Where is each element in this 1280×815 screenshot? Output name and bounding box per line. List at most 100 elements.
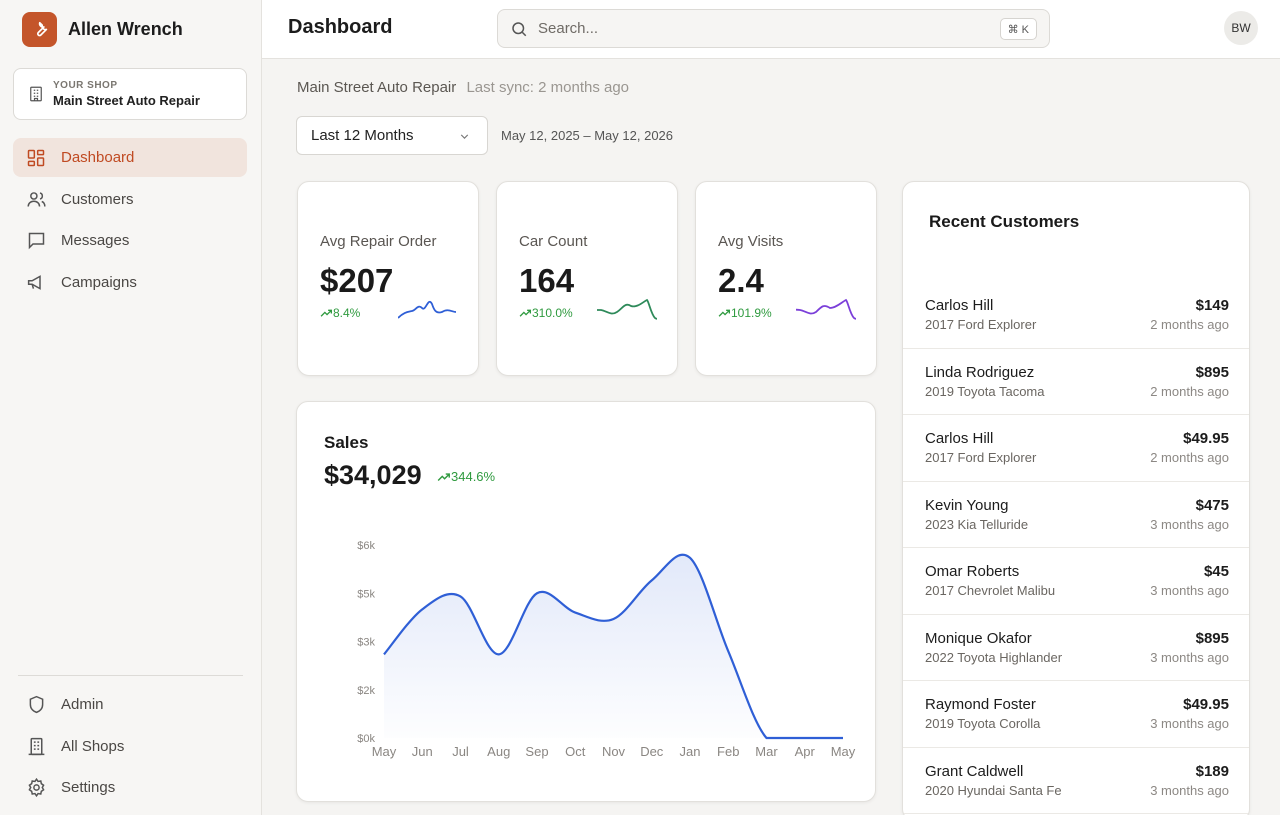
customer-vehicle: 2017 Ford Explorer [925,317,1037,332]
list-item[interactable]: Grant Caldwell 2020 Hyundai Santa Fe $189 3… [903,748,1249,814]
sales-delta: 344.6% [437,469,495,484]
users-icon [25,188,47,210]
nav-label: Customers [61,190,134,208]
sales-chart: $0k $2k $3k $5k $6k May Jun Jul Aug Sep Oct Nov Dec J… [357,540,856,759]
x-tick-label: Mar [755,744,778,759]
y-tick-label: $6k [357,540,375,552]
trend-up-icon [519,309,532,317]
brand[interactable]: Allen Wrench [22,12,183,47]
nav-item-messages[interactable]: Messages [13,221,247,260]
y-tick-label: $5k [357,588,375,600]
shop-label: YOUR SHOP [53,80,118,91]
shop-title: Main Street Auto Repair [297,79,457,96]
nav-item-campaigns[interactable]: Campaigns [13,263,247,302]
nav-item-settings[interactable]: Settings [13,768,247,807]
customer-time: 2 months ago [1150,450,1229,465]
building-icon [30,86,42,102]
sales-total: $34,029 [324,460,422,490]
customer-vehicle: 2017 Chevrolet Malibu [925,583,1056,598]
x-tick-label: May [831,744,856,759]
top-header: Dashboard ⌘ K BW [262,0,1280,59]
customer-vehicle: 2023 Kia Telluride [925,516,1029,532]
page-title: Dashboard [288,16,393,38]
shop-switcher[interactable]: YOUR SHOP Main Street Auto Repair [13,68,247,120]
nav-item-all-shops[interactable]: All Shops [13,727,247,766]
customer-time: 3 months ago [1150,716,1229,731]
x-tick-label: May [372,744,397,759]
list-item[interactable]: Omar Roberts 2017 Chevrolet Malibu $45 3 mo… [903,548,1249,615]
list-item[interactable]: Linda Rodriguez 2019 Toyota Tacoma $895 2 m… [903,349,1249,415]
nav-divider [18,675,243,676]
stat-delta: 101.9% [718,306,772,320]
customer-name: Carlos Hill [925,297,994,314]
nav-label: Dashboard [61,149,135,166]
megaphone-icon [25,271,47,293]
search-bar[interactable]: ⌘ K [497,9,1050,48]
customer-amount: $895 [1195,629,1229,647]
nav-label: Admin [61,696,104,713]
customer-name: Omar Roberts [925,563,1020,580]
customer-name: Monique Okafor [925,629,1032,647]
customer-amount: $895 [1195,363,1229,381]
nav-label: All Shops [61,737,125,755]
stat-delta: 8.4% [320,306,360,320]
chevron-down-icon [460,134,469,139]
list-item[interactable]: Kevin Young 2023 Kia Telluride $475 3 month… [903,482,1249,548]
sales-area [384,554,843,738]
shop-name: Main Street Auto Repair [53,93,200,108]
avatar[interactable]: BW [1224,11,1258,45]
customer-amount: $149 [1195,297,1229,314]
stat-label: Avg Repair Order [320,233,437,250]
nav-label: Campaigns [61,273,137,291]
recent-customers-list: Carlos Hill 2017 Ford Explorer $149 2 month… [903,282,1249,814]
date-range-select[interactable]: Last 12 Months [296,116,488,155]
x-tick-label: Oct [565,744,586,759]
trend-up-icon [320,309,333,317]
stat-delta: 310.0% [519,306,573,320]
recent-customers-title: Recent Customers [929,212,1080,231]
list-item[interactable]: Monique Okafor 2022 Toyota Highlander $895… [903,615,1249,681]
list-item[interactable]: Carlos Hill 2017 Ford Explorer $49.95 2 mon… [903,415,1249,482]
building-icon [25,735,47,757]
customer-vehicle: 2022 Toyota Highlander [925,649,1063,665]
search-input[interactable] [538,20,978,37]
customer-vehicle: 2019 Toyota Corolla [925,716,1041,731]
gear-icon [25,777,47,799]
nav-item-dashboard[interactable]: Dashboard [13,138,247,177]
x-tick-label: Jul [452,744,469,759]
y-tick-label: $0k [357,733,375,745]
nav-item-customers[interactable]: Customers [13,180,247,219]
customer-amount: $189 [1195,762,1229,780]
stat-delta-value: 310.0% [532,306,573,320]
search-shortcut: ⌘ K [999,18,1037,40]
dashboard-icon [25,147,47,169]
shield-icon [25,694,47,716]
stat-value: $207 [320,262,394,299]
customer-name: Grant Caldwell [925,762,1024,780]
list-item[interactable]: Raymond Foster 2019 Toyota Corolla $49.95 3… [903,681,1249,748]
customer-time: 3 months ago [1150,782,1229,798]
last-sync: Last sync: 2 months ago [466,79,630,96]
list-item[interactable]: Carlos Hill 2017 Ford Explorer $149 2 month… [903,282,1249,349]
sparkline-avg-visits [796,298,856,320]
sparkline-car-count [597,298,657,320]
sparkline-avg-repair-order [398,300,457,319]
y-tick-label: $3k [357,637,375,649]
customer-name: Linda Rodriguez [925,363,1035,381]
nav-item-admin[interactable]: Admin [13,685,247,724]
nav-label: Messages [61,232,130,249]
search-icon [512,21,527,36]
customer-time: 2 months ago [1150,317,1229,332]
x-tick-label: Jun [412,744,433,759]
x-tick-label: Sep [525,744,548,759]
customer-time: 3 months ago [1150,516,1229,532]
y-tick-label: $2k [357,685,375,697]
trend-up-icon [718,309,731,317]
customer-time: 3 months ago [1150,583,1229,598]
customer-amount: $45 [1203,563,1229,580]
sales-title: Sales [324,433,369,452]
customer-amount: $49.95 [1183,430,1229,447]
sales-card: Sales $34,029 344.6% $0k $2k $3k $5k $6k May J… [296,401,876,802]
customer-vehicle: 2019 Toyota Tacoma [925,383,1045,399]
shop-subline: Main Street Auto Repair Last sync: 2 mon… [297,79,629,96]
